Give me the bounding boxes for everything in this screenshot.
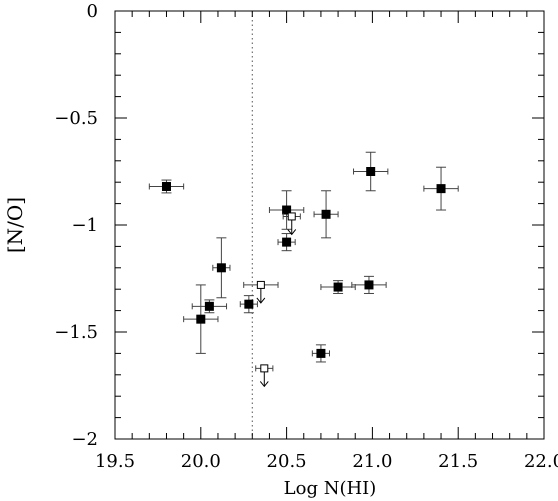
upper-limit-point: [243, 280, 279, 304]
y-tick-label: −2: [71, 429, 98, 450]
filled-square-marker: [196, 314, 206, 324]
data-point: [239, 295, 258, 314]
data-point: [320, 280, 356, 294]
filled-square-marker: [364, 280, 374, 290]
filled-square-marker: [204, 301, 214, 311]
filled-square-marker: [216, 263, 226, 273]
filled-square-marker: [282, 205, 292, 215]
open-square-marker: [260, 364, 269, 373]
x-tick-label: 21.0: [352, 451, 392, 472]
data-point: [212, 237, 231, 299]
filled-square-marker: [321, 209, 331, 219]
filled-square-marker: [161, 181, 171, 191]
data-point: [313, 190, 339, 239]
filled-square-marker: [366, 167, 376, 176]
filled-square-marker: [316, 348, 326, 358]
filled-square-marker: [244, 299, 254, 309]
limit-arrow-head: [256, 297, 266, 304]
data-point: [311, 344, 330, 363]
filled-square-marker: [333, 282, 343, 292]
y-tick-label: −1.5: [54, 322, 98, 343]
x-tick-label: 19.5: [95, 451, 135, 472]
open-square-marker: [256, 280, 265, 289]
limit-arrow-head: [259, 381, 269, 388]
data-point: [268, 190, 305, 230]
plot-frame: [114, 10, 545, 440]
upper-limit-point: [255, 364, 274, 388]
data-point: [183, 284, 219, 354]
data-point: [423, 166, 459, 211]
y-tick-label: −1: [71, 215, 98, 236]
x-tick-label: 22.0: [524, 451, 558, 472]
upper-limit-point: [282, 212, 301, 236]
data-point: [351, 275, 387, 294]
filled-square-marker: [282, 237, 292, 247]
y-tick-label: 0: [87, 1, 98, 22]
y-axis-label: [N/O]: [3, 197, 27, 253]
open-square-marker: [287, 212, 296, 221]
filled-square-marker: [436, 184, 446, 194]
x-tick-label: 20.5: [267, 451, 307, 472]
x-tick-label: 21.5: [438, 451, 478, 472]
data-point: [277, 233, 296, 252]
limit-arrow-head: [287, 229, 297, 236]
data-point: [191, 299, 228, 314]
x-axis-label: Log N(HI): [284, 478, 377, 499]
y-tick-label: −0.5: [54, 108, 98, 129]
data-point: [148, 179, 185, 194]
data-point: [353, 151, 389, 192]
x-tick-label: 20.0: [181, 451, 221, 472]
